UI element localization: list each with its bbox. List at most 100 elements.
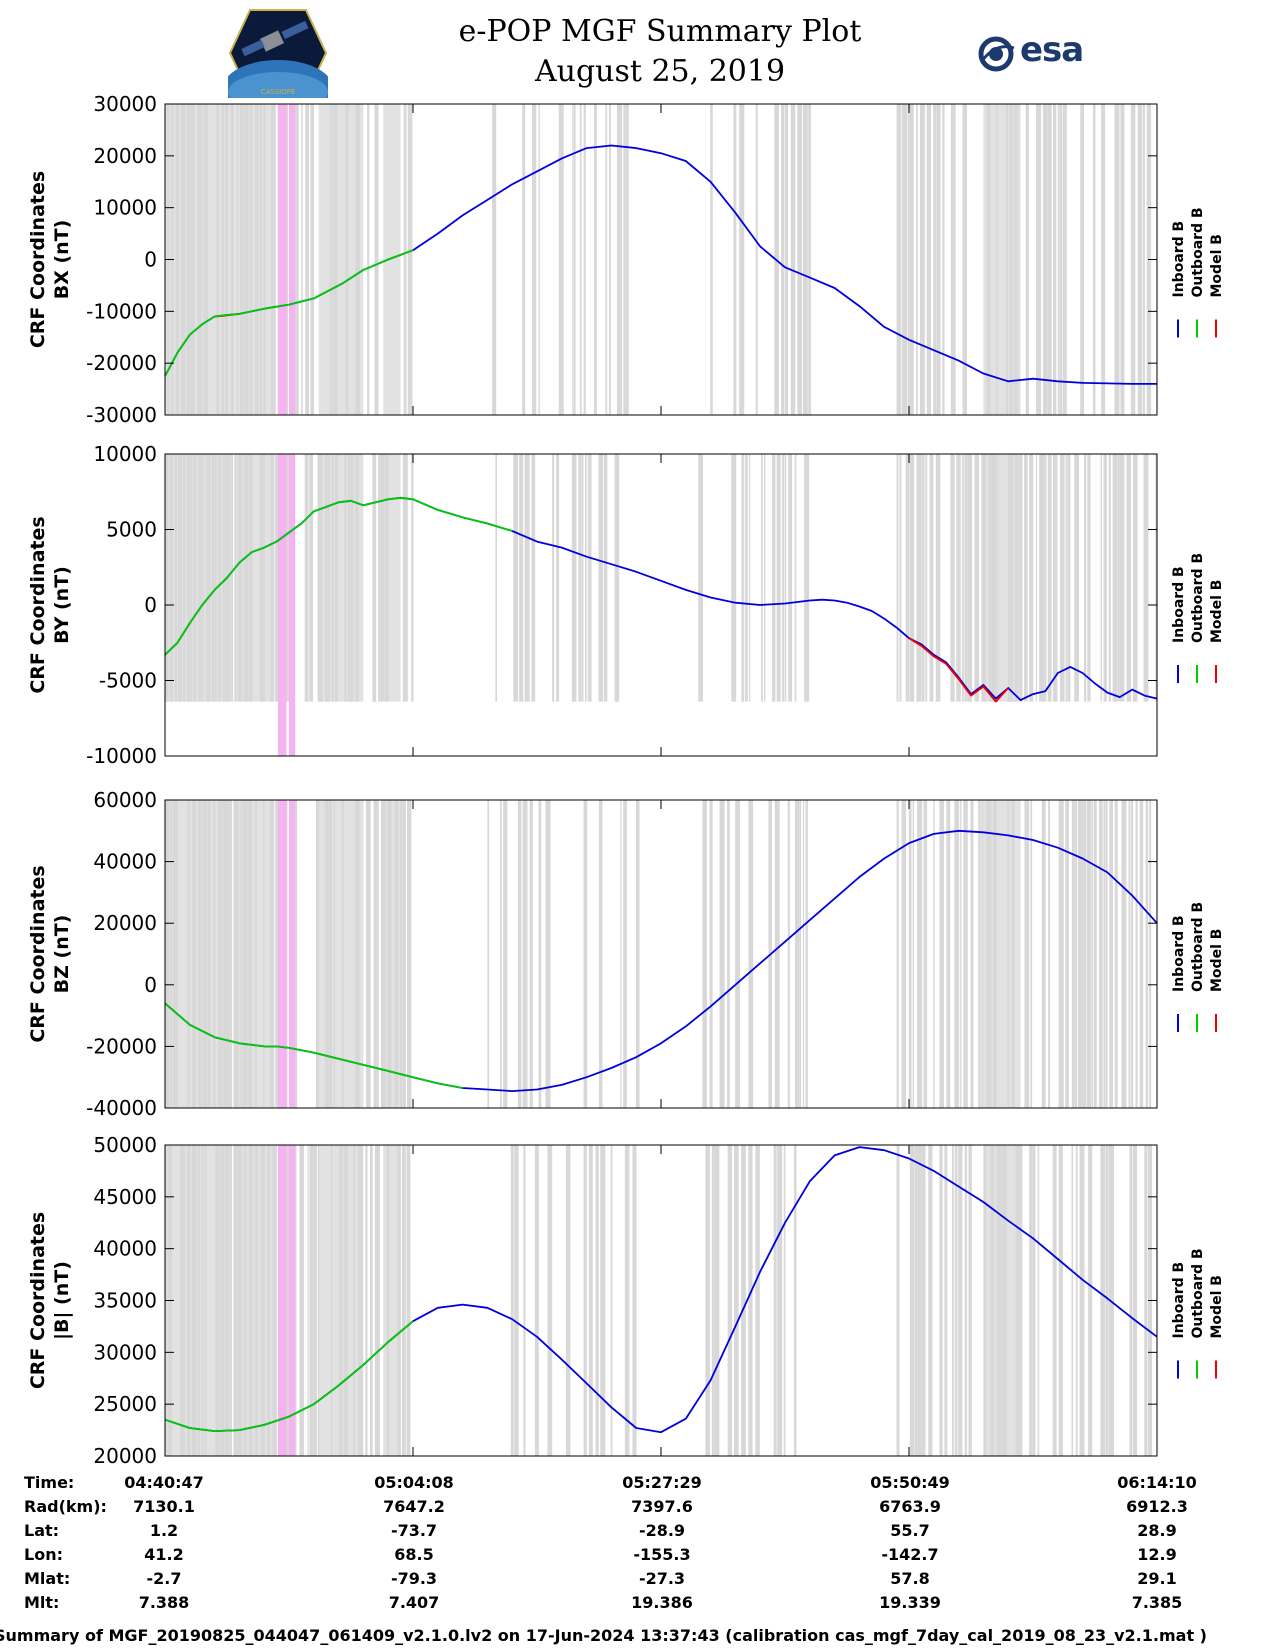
gap-stripe <box>944 1145 948 1456</box>
y-tick-label: 20000 <box>93 911 157 935</box>
gap-stripe <box>1047 454 1052 702</box>
gap-stripe <box>1094 800 1097 1108</box>
gap-stripe <box>1114 104 1120 415</box>
info-cell: 55.7 <box>890 1521 930 1540</box>
gap-stripe <box>1100 454 1103 702</box>
gap-stripe <box>896 1145 900 1456</box>
gap-stripe <box>951 1145 954 1456</box>
gap-stripe <box>499 800 502 1108</box>
gap-stripe <box>517 800 522 1108</box>
gap-stripe <box>1059 454 1065 702</box>
footer-caption: Summary of MGF_20190825_044047_061409_v2… <box>0 1626 1207 1645</box>
gap-stripe <box>909 1145 915 1456</box>
gap-stripe <box>374 104 379 415</box>
plot-panel-3: 60000 40000 20000 0 -20000 -40000 CRF Coordina… <box>27 788 1225 1120</box>
gap-stripe <box>403 104 407 415</box>
info-cell: -73.7 <box>390 1521 438 1540</box>
y-tick-label: 0 <box>144 248 157 272</box>
info-cell: 6763.9 <box>879 1497 941 1516</box>
legend-entry: Model B <box>1209 1275 1225 1338</box>
gap-block <box>165 454 232 702</box>
gap-stripe <box>503 800 508 1108</box>
gap-stripe <box>921 454 925 702</box>
info-cell: 19.339 <box>879 1593 941 1612</box>
gap-stripe <box>1131 800 1134 1108</box>
gap-block <box>318 454 364 702</box>
info-cell: 06:14:10 <box>1117 1473 1197 1492</box>
gap-stripe <box>1143 454 1149 702</box>
gap-stripe <box>919 104 925 415</box>
series-line-model-b <box>908 637 1009 703</box>
gap-stripe <box>1030 800 1033 1108</box>
info-cell: -27.3 <box>638 1569 686 1588</box>
gap-stripe <box>711 1145 715 1456</box>
gap-stripe <box>763 454 766 702</box>
gap-block <box>318 800 364 1108</box>
gap-stripe <box>578 454 582 702</box>
gap-stripe <box>733 104 737 415</box>
gap-stripe <box>1128 800 1131 1108</box>
gap-stripe <box>608 104 611 415</box>
gap-stripe <box>367 104 370 415</box>
y-axis-label-line1: CRF Coordinates <box>27 1212 49 1389</box>
gap-stripe <box>1080 104 1085 415</box>
gap-stripe <box>579 104 582 415</box>
gap-stripe <box>1088 1145 1093 1456</box>
legend: Inboard B Outboard B Model B <box>1171 553 1225 683</box>
y-tick-label: 20000 <box>93 144 157 168</box>
series-line-outboard-b <box>164 496 513 656</box>
data-gap-shading <box>165 454 1158 702</box>
info-row-label: Mlat: <box>24 1569 71 1588</box>
gap-stripe <box>1092 104 1096 415</box>
gap-stripe <box>1126 454 1132 702</box>
gap-stripe <box>1048 800 1051 1108</box>
gap-stripe <box>402 454 408 702</box>
info-cell: 7647.2 <box>383 1497 445 1516</box>
gap-block <box>983 104 1021 415</box>
gap-stripe <box>776 454 781 702</box>
y-tick-label: -20000 <box>86 351 157 375</box>
legend-label: Model B <box>1209 234 1225 297</box>
legend-label: Model B <box>1209 1275 1225 1338</box>
gap-stripe <box>1024 800 1030 1108</box>
gap-stripe <box>964 454 968 702</box>
gap-stripe <box>710 104 713 415</box>
legend-entry: Inboard B <box>1171 915 1187 992</box>
gap-stripe <box>1120 104 1125 415</box>
info-row-label: Time: <box>24 1473 75 1492</box>
y-tick-label: 0 <box>144 973 157 997</box>
gap-stripe <box>1103 454 1107 702</box>
gap-stripe <box>556 454 560 702</box>
gap-stripe <box>1149 800 1152 1108</box>
gap-stripe <box>1121 800 1127 1108</box>
gap-stripe <box>939 800 945 1108</box>
gap-stripe <box>739 104 745 415</box>
gap-stripe <box>978 800 981 1108</box>
y-tick-label: 10000 <box>93 196 157 220</box>
info-cell: 7.407 <box>388 1593 440 1612</box>
gap-stripe <box>802 800 805 1108</box>
gap-stripe <box>523 1145 526 1456</box>
gap-stripe <box>1108 454 1111 702</box>
legend: Inboard B Outboard B Model B <box>1171 207 1225 338</box>
gap-stripe <box>1117 454 1120 702</box>
y-axis-label-line1: CRF Coordinates <box>27 171 49 348</box>
gap-stripe <box>933 800 935 1108</box>
y-axis-label-line2: |B| (nT) <box>51 1261 73 1340</box>
gap-stripe <box>299 1145 304 1456</box>
legend-label: Model B <box>1209 580 1225 643</box>
y-tick-label: -5000 <box>99 669 157 693</box>
gap-stripe <box>1114 800 1118 1108</box>
info-cell: 19.386 <box>631 1593 693 1612</box>
gap-stripe <box>788 454 793 702</box>
gap-stripe <box>929 454 934 702</box>
y-tick-label: -30000 <box>86 403 157 427</box>
gap-stripe <box>616 104 623 415</box>
gap-stripe <box>588 1145 593 1456</box>
gap-block <box>318 104 364 415</box>
gap-stripe <box>946 800 951 1108</box>
gap-stripe <box>793 1145 797 1456</box>
gap-block <box>383 454 401 702</box>
gap-stripe <box>315 800 320 1108</box>
